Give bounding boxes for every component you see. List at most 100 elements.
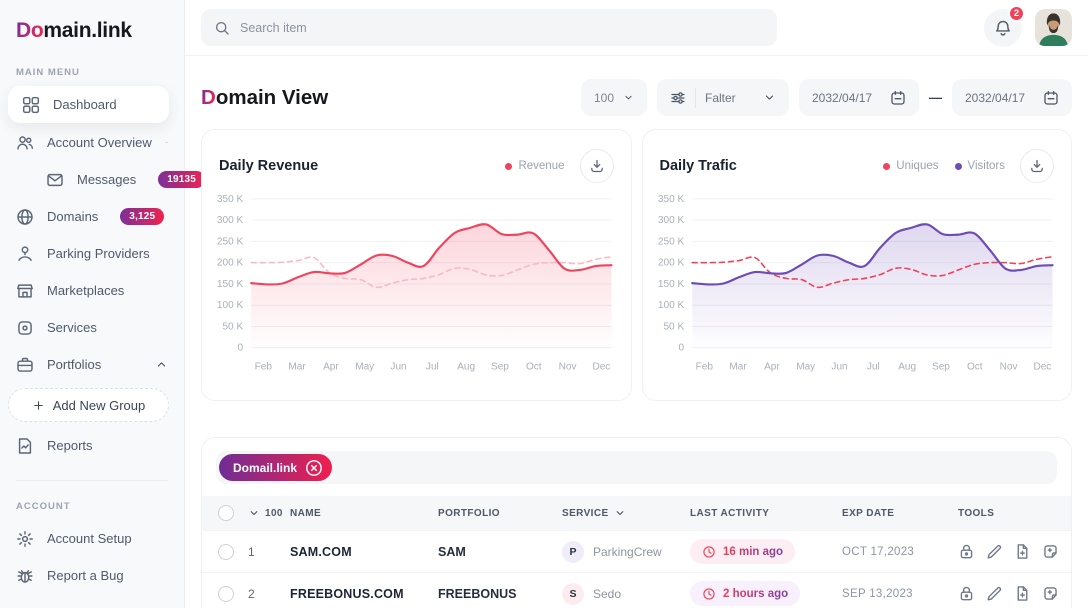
main-area: 2 Domain View 100 — [185, 0, 1088, 608]
svg-text:May: May — [355, 361, 374, 372]
sidebar-main-menu: Dashboard Account Overview Messages 19135 Do… — [0, 86, 206, 464]
notifications-button[interactable]: 2 — [984, 4, 1025, 47]
globe-icon — [16, 208, 34, 226]
table-row: 2 FREEBONUS.COM FREEBONUS S Sedo 2 hours ago S… — [202, 572, 1071, 608]
copy-plus-icon[interactable] — [1042, 543, 1059, 560]
sliders-icon — [670, 90, 686, 106]
lock-icon[interactable] — [958, 585, 975, 602]
sidebar-item-portfolios[interactable]: Portfolios — [0, 346, 184, 383]
page-title: Domain View — [201, 86, 328, 110]
sidebar-item-account-overview[interactable]: Account Overview — [0, 124, 184, 161]
domain-name: SAM.COM — [290, 544, 352, 559]
domain-name: FREEBONUS.COM — [290, 586, 404, 601]
row-checkbox[interactable] — [218, 585, 234, 602]
svg-text:May: May — [796, 361, 815, 372]
svg-text:Feb: Feb — [695, 361, 713, 372]
portfolio-name: FREEBONUS — [438, 586, 517, 601]
svg-text:Dec: Dec — [592, 361, 610, 372]
chart-download-button[interactable] — [579, 149, 614, 183]
lock-icon[interactable] — [958, 543, 975, 560]
pencil-icon[interactable] — [986, 543, 1003, 560]
download-icon — [589, 158, 605, 174]
sidebar-item-reports[interactable]: Reports — [0, 427, 184, 464]
svg-text:Jun: Jun — [831, 361, 847, 372]
sidebar-item-account-setup[interactable]: Account Setup — [0, 520, 184, 557]
svg-text:Mar: Mar — [288, 361, 306, 372]
row-checkbox[interactable] — [218, 543, 234, 560]
copy-plus-icon[interactable] — [1042, 585, 1059, 602]
tools-cell — [958, 543, 1059, 560]
sidebar-item-domains[interactable]: Domains 3,125 — [0, 198, 184, 235]
table-body: 1 SAM.COM SAM P ParkingCrew 16 min ago OCT 17,… — [202, 530, 1071, 608]
sidebar-item-parking-providers[interactable]: Parking Providers — [0, 235, 184, 272]
chart-download-button[interactable] — [1020, 149, 1054, 183]
portfolio-name: SAM — [438, 544, 466, 559]
user-avatar[interactable] — [1035, 9, 1072, 46]
sidebar-item-label: Portfolios — [47, 357, 102, 372]
svg-text:Aug: Aug — [457, 361, 475, 372]
svg-text:350 K: 350 K — [217, 194, 244, 205]
sidebar-item-add-new-group[interactable]: Add New Group — [8, 388, 169, 422]
brand-logo-rest: main.link — [43, 19, 132, 42]
sidebar-item-messages[interactable]: Messages 19135 — [0, 161, 206, 198]
brand-logo-accent: Do — [16, 19, 44, 42]
chevron-down-icon — [614, 507, 626, 519]
count-badge: 3,125 — [120, 208, 165, 225]
pencil-icon[interactable] — [986, 585, 1003, 602]
exp-date: OCT 17,2023 — [842, 545, 915, 558]
date-from-picker[interactable]: 2032/04/17 — [799, 79, 919, 116]
svg-text:Jul: Jul — [866, 361, 879, 372]
bell-icon — [994, 19, 1012, 37]
svg-text:Apr: Apr — [323, 361, 339, 372]
file-plus-icon[interactable] — [1014, 543, 1031, 560]
parking-icon — [16, 245, 34, 263]
activity-pill: 16 min ago — [690, 539, 796, 564]
sidebar-item-services[interactable]: Services — [0, 309, 184, 346]
legend-dot — [883, 162, 891, 170]
sidebar-item-label: Domains — [47, 209, 99, 224]
svg-text:Dec: Dec — [1033, 361, 1051, 372]
notification-count-badge: 2 — [1008, 4, 1025, 22]
date-range-separator: — — [929, 90, 942, 105]
chevron-up-icon — [155, 358, 168, 371]
column-header-last-activity: LAST ACTIVITY — [690, 507, 770, 519]
search-input[interactable] — [240, 20, 764, 35]
clock-icon — [702, 545, 716, 559]
sidebar-item-label: Marketplaces — [47, 283, 125, 298]
sidebar-item-dashboard[interactable]: Dashboard — [8, 86, 169, 123]
svg-text:Mar: Mar — [729, 361, 747, 372]
page-title-accent: D — [201, 85, 216, 109]
sidebar-item-label: Account Overview — [47, 135, 152, 150]
svg-text:100 K: 100 K — [657, 300, 684, 311]
column-header-exp-date: EXP DATE — [842, 507, 895, 519]
legend-label: Visitors — [967, 160, 1006, 172]
select-all-checkbox[interactable] — [218, 505, 234, 521]
sidebar-item-marketplaces[interactable]: Marketplaces — [0, 272, 184, 309]
service-icon — [16, 319, 34, 337]
legend-item: Uniques — [883, 160, 939, 172]
chevron-down-icon — [623, 91, 634, 104]
svg-text:100 K: 100 K — [217, 300, 244, 311]
table-header-count[interactable]: 100 — [248, 507, 290, 519]
chart-legend: Uniques Visitors — [883, 160, 1005, 172]
date-to-picker[interactable]: 2032/04/17 — [952, 79, 1072, 116]
avatar-illustration — [1035, 9, 1072, 46]
file-plus-icon[interactable] — [1014, 585, 1031, 602]
page-size-select[interactable]: 100 — [581, 79, 647, 116]
topbar-right: 2 — [984, 4, 1072, 47]
remove-filter-icon[interactable] — [305, 459, 323, 477]
filter-dropdown[interactable]: Falter — [657, 79, 789, 116]
svg-text:Jul: Jul — [426, 361, 439, 372]
users-icon — [16, 134, 34, 152]
svg-text:250 K: 250 K — [217, 236, 244, 247]
briefcase-icon — [16, 356, 34, 374]
svg-text:Sep: Sep — [491, 361, 509, 372]
column-header-service[interactable]: SERVICE — [562, 507, 690, 519]
sidebar-item-report-a-bug[interactable]: Report a Bug — [0, 557, 184, 594]
brand-logo[interactable]: Domain.link — [0, 0, 184, 47]
sidebar-item-label: Parking Providers — [47, 246, 150, 261]
svg-text:Feb: Feb — [255, 361, 273, 372]
svg-text:Sep: Sep — [932, 361, 950, 372]
svg-text:300 K: 300 K — [657, 215, 684, 226]
filter-chip[interactable]: Domail.link — [219, 454, 333, 481]
